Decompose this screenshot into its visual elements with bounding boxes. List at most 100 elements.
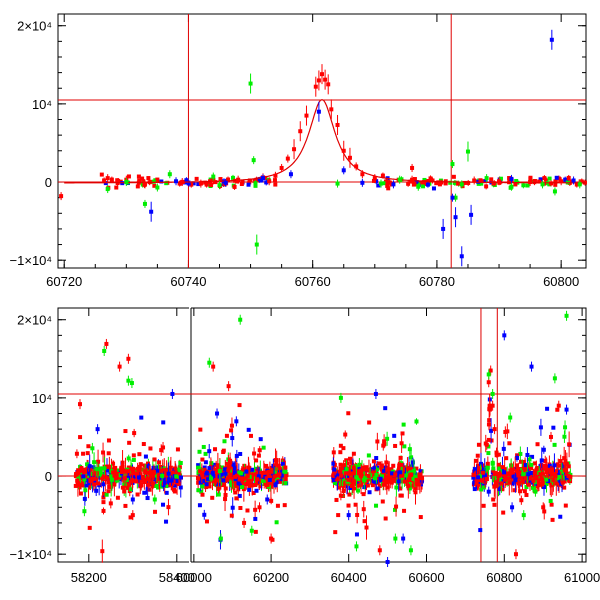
- data-point: [329, 107, 334, 112]
- data-point: [480, 478, 485, 483]
- y-tick-label: 2×10⁴: [17, 19, 52, 34]
- data-point: [416, 482, 421, 487]
- data-point: [168, 482, 173, 487]
- data-point: [172, 487, 177, 492]
- data-point: [203, 180, 208, 185]
- data-point: [75, 471, 80, 476]
- data-point: [74, 451, 79, 456]
- data-point: [253, 181, 258, 186]
- data-point: [272, 470, 277, 475]
- data-point: [166, 505, 171, 510]
- data-point: [401, 465, 406, 470]
- data-point: [518, 459, 523, 464]
- data-point: [161, 502, 166, 507]
- data-point: [274, 461, 279, 466]
- data-point: [402, 508, 407, 513]
- data-point: [143, 470, 148, 475]
- data-point: [491, 466, 496, 471]
- data-point: [101, 482, 106, 487]
- data-point: [219, 472, 224, 477]
- data-point: [254, 242, 259, 247]
- data-point: [272, 474, 277, 479]
- data-point: [87, 525, 92, 530]
- data-point: [559, 469, 564, 474]
- data-point: [128, 487, 133, 492]
- data-point: [131, 457, 136, 462]
- data-point: [391, 478, 396, 483]
- data-point: [152, 497, 157, 502]
- data-point: [407, 486, 412, 491]
- data-point: [83, 488, 88, 493]
- data-point: [385, 560, 390, 564]
- data-point: [544, 470, 549, 475]
- data-point: [490, 460, 495, 465]
- data-point: [256, 453, 261, 458]
- data-point: [126, 174, 131, 179]
- data-point: [215, 463, 220, 468]
- data-point: [393, 536, 398, 541]
- data-point: [249, 528, 254, 533]
- data-point: [209, 467, 214, 472]
- data-point: [541, 505, 546, 510]
- y-tick-label: 2×10⁴: [17, 313, 52, 328]
- data-point: [550, 517, 555, 522]
- data-point: [548, 480, 553, 485]
- x-tick-label: 58400: [159, 570, 195, 585]
- data-point: [340, 478, 345, 483]
- data-point: [421, 180, 426, 185]
- data-point: [103, 475, 108, 480]
- data-point: [492, 502, 497, 507]
- data-point: [497, 487, 502, 492]
- data-point: [240, 485, 245, 490]
- data-point: [264, 180, 269, 185]
- data-point: [259, 478, 264, 483]
- data-point: [562, 485, 567, 490]
- data-point: [214, 468, 219, 473]
- data-point: [469, 212, 474, 217]
- data-point: [278, 468, 283, 473]
- data-point: [98, 469, 103, 474]
- data-point: [393, 443, 398, 448]
- data-point: [215, 411, 220, 416]
- data-point: [471, 472, 476, 477]
- data-point: [320, 72, 324, 77]
- data-point: [453, 215, 458, 220]
- data-point: [562, 456, 567, 461]
- data-point: [523, 463, 528, 468]
- data-point: [251, 490, 256, 495]
- data-point: [233, 477, 238, 482]
- data-point: [409, 455, 414, 460]
- data-point: [545, 406, 550, 411]
- data-point: [211, 174, 216, 179]
- data-point: [217, 468, 222, 473]
- data-point: [91, 465, 96, 470]
- data-point: [490, 391, 495, 396]
- y-tick-label: 10⁴: [32, 391, 52, 406]
- data-point: [164, 490, 169, 495]
- data-point: [151, 470, 156, 475]
- data-point: [354, 475, 359, 480]
- data-point: [359, 482, 364, 487]
- data-point: [541, 447, 546, 452]
- data-point: [114, 476, 119, 481]
- data-point: [178, 460, 183, 465]
- data-point: [211, 364, 216, 369]
- data-point: [519, 475, 524, 480]
- data-point: [99, 172, 104, 177]
- data-point: [564, 407, 569, 412]
- data-point: [236, 487, 241, 492]
- data-point: [82, 496, 87, 501]
- data-point: [383, 516, 388, 521]
- x-tick-label: 60000: [176, 570, 212, 585]
- data-point: [274, 520, 279, 525]
- data-point: [267, 477, 272, 482]
- data-point: [81, 480, 86, 485]
- data-point: [178, 485, 183, 490]
- data-point: [104, 492, 109, 497]
- data-point: [107, 468, 112, 473]
- data-point: [382, 439, 387, 444]
- data-point: [238, 505, 243, 510]
- data-point: [159, 179, 164, 184]
- data-point: [248, 81, 253, 86]
- data-point: [168, 465, 173, 470]
